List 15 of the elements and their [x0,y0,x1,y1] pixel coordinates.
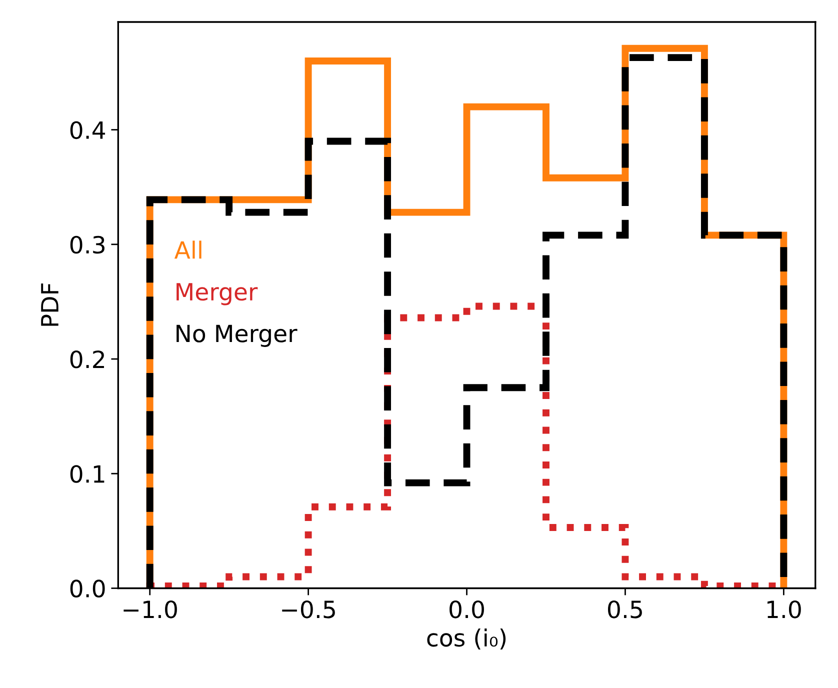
x-tick-label: 0.5 [608,600,642,618]
x-axis-title: cos (i₀) [427,628,506,650]
y-tick-label: 0.1 [70,465,104,483]
y-tick-label: 0.0 [70,580,105,598]
series-label: No Merger [176,324,298,347]
y-tick-label: 0.4 [70,121,106,140]
x-tick-label: −1.0 [124,600,177,618]
text: Merger [176,283,258,306]
x-tick-label: 0.0 [450,600,484,618]
y-tick-label: 0.3 [70,236,104,254]
y-axis-title: PDF [41,284,58,326]
x-tick-label: −0.5 [282,600,335,618]
series-label: All [174,240,202,259]
x-tick-label: 1.0 [768,600,801,618]
y-tick-label: 0.2 [70,350,104,368]
